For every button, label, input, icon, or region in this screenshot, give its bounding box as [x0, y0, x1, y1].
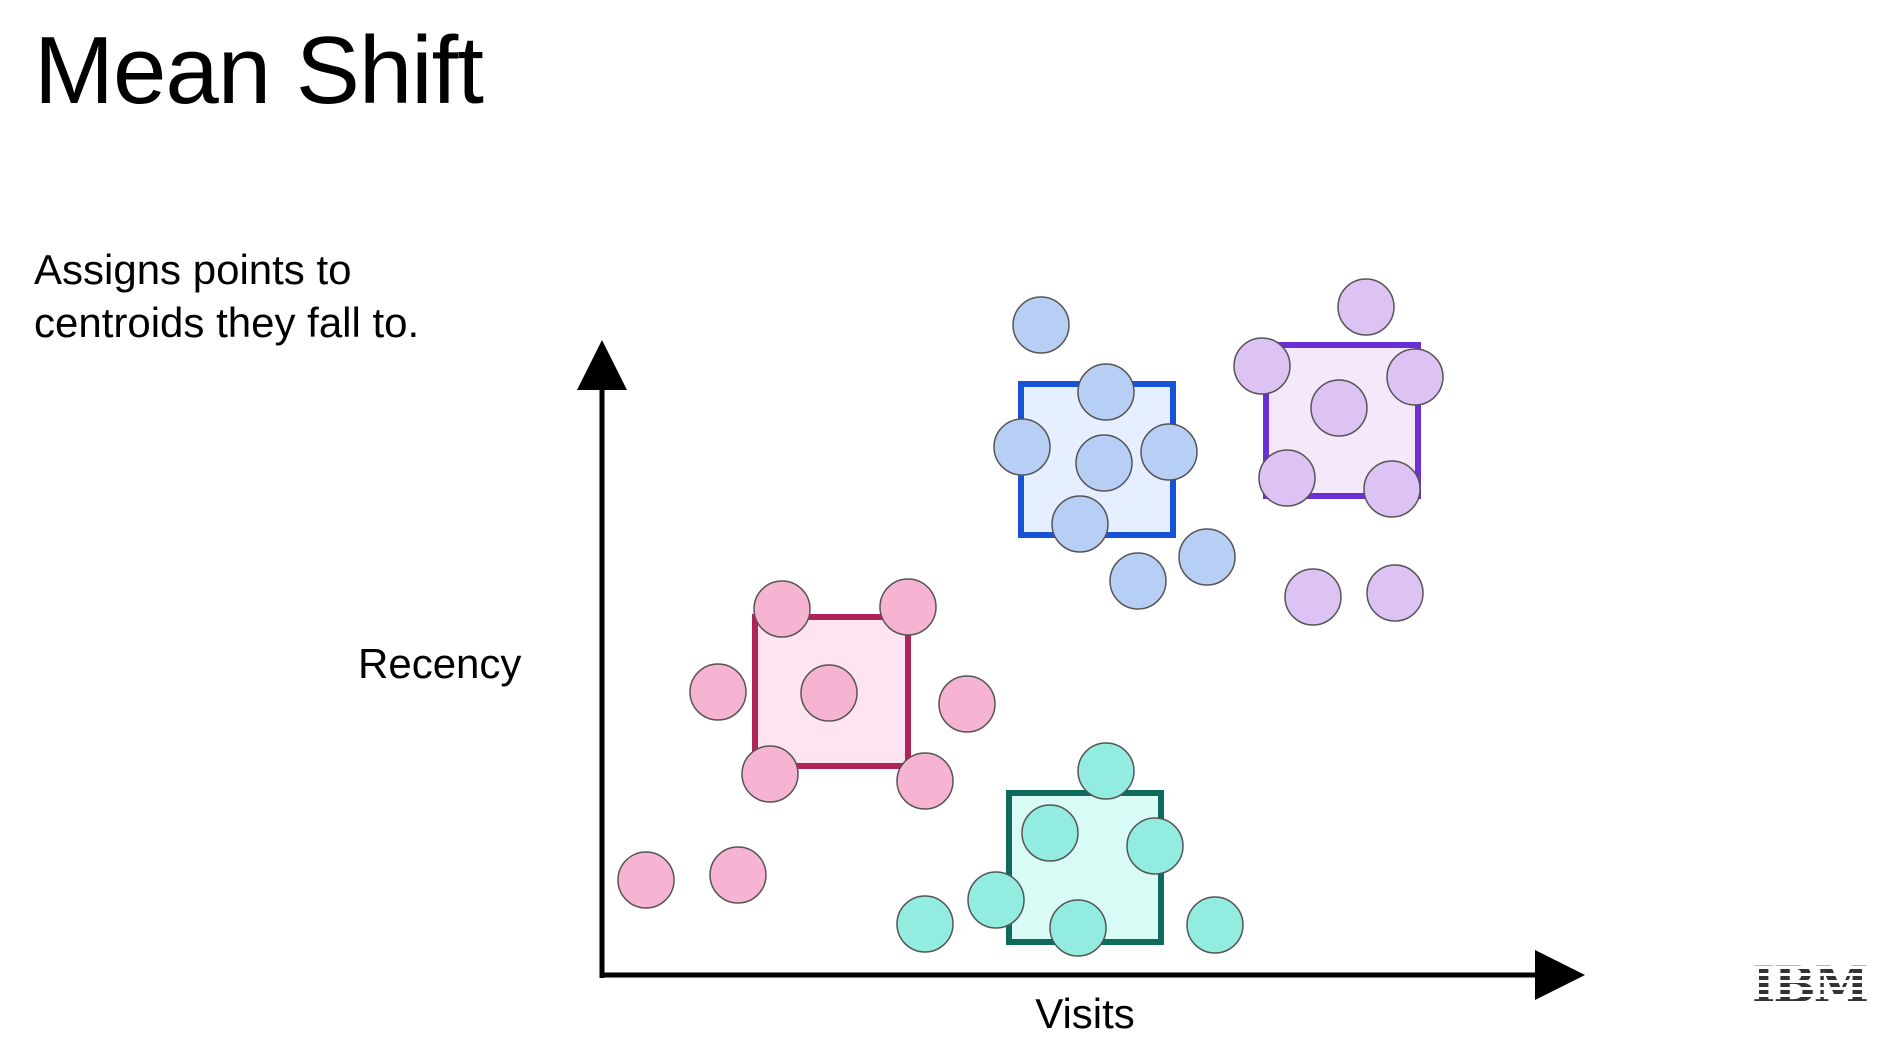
subtitle-line-1: Assigns points to — [34, 246, 352, 293]
teal-point — [1021, 804, 1079, 862]
pink-point — [800, 664, 858, 722]
purple-point — [1363, 460, 1421, 518]
purple-point — [1310, 379, 1368, 437]
teal-point — [1049, 899, 1107, 957]
blue-point — [1051, 495, 1109, 553]
teal-point — [967, 871, 1025, 929]
blue-point — [993, 418, 1051, 476]
slide-title: Mean Shift — [34, 17, 484, 124]
pink-point — [741, 745, 799, 803]
cluster-blue — [993, 296, 1236, 610]
purple-point — [1386, 348, 1444, 406]
blue-point — [1109, 552, 1167, 610]
ibm-logo: IBM — [1752, 955, 1869, 1014]
purple-point — [1233, 337, 1291, 395]
y-axis-label: Recency — [358, 640, 522, 687]
cluster-pink — [617, 578, 996, 909]
teal-point — [896, 895, 954, 953]
pink-point — [896, 752, 954, 810]
pink-point — [709, 846, 767, 904]
subtitle-line-2: centroids they fall to. — [34, 299, 420, 346]
blue-point — [1140, 423, 1198, 481]
x-axis-label: Visits — [1035, 990, 1135, 1037]
purple-point — [1258, 449, 1316, 507]
purple-point — [1366, 564, 1424, 622]
teal-point — [1077, 742, 1135, 800]
teal-point — [1126, 817, 1184, 875]
purple-point — [1337, 278, 1395, 336]
blue-point — [1178, 528, 1236, 586]
blue-point — [1012, 296, 1070, 354]
pink-point — [938, 675, 996, 733]
blue-point — [1077, 363, 1135, 421]
pink-point — [879, 578, 937, 636]
cluster-purple — [1233, 278, 1444, 626]
slide-subtitle: Assigns points to centroids they fall to… — [34, 243, 514, 349]
blue-point — [1075, 434, 1133, 492]
purple-point — [1284, 568, 1342, 626]
pink-point — [617, 851, 675, 909]
pink-point — [689, 663, 747, 721]
pink-point — [753, 580, 811, 638]
teal-point — [1186, 896, 1244, 954]
cluster-teal — [896, 742, 1244, 957]
